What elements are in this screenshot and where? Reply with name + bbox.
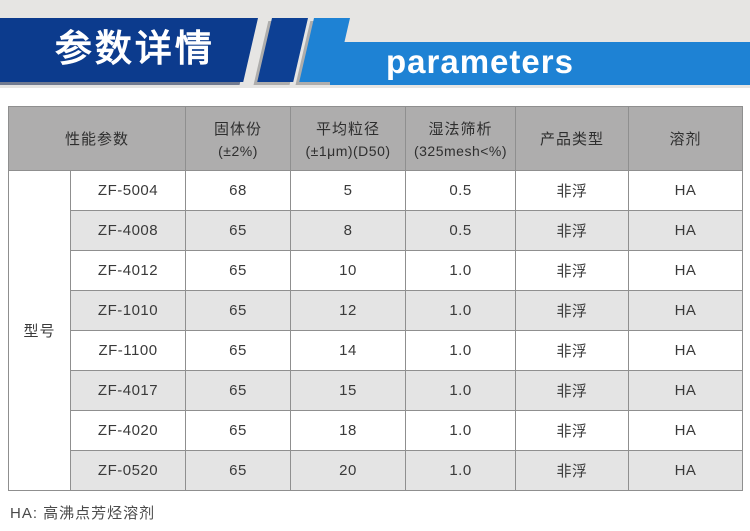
table-row: ZF-4012 65 10 1.0 非浮 HA xyxy=(9,250,744,291)
cell-product-type: 非浮 xyxy=(515,410,630,451)
cell-particle-size: 18 xyxy=(290,410,407,451)
col-header-solvent: 溶剂 xyxy=(628,106,744,171)
cell-solid-content: 65 xyxy=(185,210,292,251)
cell-solid-content: 65 xyxy=(185,290,292,331)
cell-wet-sieve: 1.0 xyxy=(405,410,517,451)
parameters-table: 性能参数 固体份 (±2%) 平均粒径 (±1μm)(D50) 湿法筛析 (32… xyxy=(7,106,744,491)
cell-particle-size: 14 xyxy=(290,330,407,371)
col-header-performance: 性能参数 xyxy=(7,106,187,171)
table-row: ZF-1100 65 14 1.0 非浮 HA xyxy=(9,330,744,371)
col-header-solid-content: 固体份 (±2%) xyxy=(185,106,292,171)
table-row: ZF-4008 65 8 0.5 非浮 HA xyxy=(9,210,744,251)
cell-wet-sieve: 1.0 xyxy=(405,450,517,491)
col-header-particle-size: 平均粒径 (±1μm)(D50) xyxy=(290,106,407,171)
cell-wet-sieve: 1.0 xyxy=(405,250,517,291)
cell-wet-sieve: 0.5 xyxy=(405,210,517,251)
col-header-wet-sieve: 湿法筛析 (325mesh<%) xyxy=(405,106,517,171)
banner-cn: 参数详情 xyxy=(0,18,259,82)
cell-solvent: HA xyxy=(628,250,744,291)
cell-solvent: HA xyxy=(628,330,744,371)
cell-product-type: 非浮 xyxy=(515,330,630,371)
banner-title-en: parameters xyxy=(386,43,574,80)
cell-model: ZF-1100 xyxy=(69,330,187,371)
table-row: ZF-4017 65 15 1.0 非浮 HA xyxy=(9,370,744,411)
cell-solvent: HA xyxy=(628,210,744,251)
cell-product-type: 非浮 xyxy=(515,170,630,211)
cell-model: ZF-4017 xyxy=(69,370,187,411)
header-band: 参数详情 parameters xyxy=(0,0,750,88)
cell-solvent: HA xyxy=(628,290,744,331)
cell-solid-content: 68 xyxy=(185,170,292,211)
cell-solid-content: 65 xyxy=(185,410,292,451)
cell-particle-size: 8 xyxy=(290,210,407,251)
cell-particle-size: 5 xyxy=(290,170,407,211)
cell-wet-sieve: 0.5 xyxy=(405,170,517,211)
cell-wet-sieve: 1.0 xyxy=(405,330,517,371)
col-header-particle-size-line1: 平均粒径 xyxy=(316,121,381,138)
col-header-wet-sieve-line2: (325mesh<%) xyxy=(413,143,508,159)
cell-wet-sieve: 1.0 xyxy=(405,290,517,331)
cell-product-type: 非浮 xyxy=(515,210,630,251)
table-row: ZF-4020 65 18 1.0 非浮 HA xyxy=(9,410,744,451)
cell-model: ZF-4012 xyxy=(69,250,187,291)
cell-model: ZF-4008 xyxy=(69,210,187,251)
cell-particle-size: 10 xyxy=(290,250,407,291)
cell-solid-content: 65 xyxy=(185,250,292,291)
cell-particle-size: 15 xyxy=(290,370,407,411)
table-row: 型号 ZF-5004 68 5 0.5 非浮 HA xyxy=(8,170,744,491)
table-row: ZF-0520 65 20 1.0 非浮 HA xyxy=(9,450,744,491)
col-header-product-type: 产品类型 xyxy=(515,106,630,171)
cell-particle-size: 20 xyxy=(290,450,407,491)
cell-model: ZF-4020 xyxy=(69,410,187,451)
cell-solid-content: 65 xyxy=(185,450,292,491)
cell-particle-size: 12 xyxy=(290,290,407,331)
table-header-row: 性能参数 固体份 (±2%) 平均粒径 (±1μm)(D50) 湿法筛析 (32… xyxy=(7,106,744,171)
cell-solvent: HA xyxy=(628,410,744,451)
cell-model: ZF-5004 xyxy=(69,170,187,211)
table-row: ZF-1010 65 12 1.0 非浮 HA xyxy=(9,290,744,331)
cell-solid-content: 65 xyxy=(185,330,292,371)
banner-en: parameters xyxy=(330,42,750,85)
col-header-solid-content-line1: 固体份 xyxy=(214,121,263,138)
cell-model: ZF-1010 xyxy=(69,290,187,331)
cell-model: ZF-0520 xyxy=(69,450,187,491)
cell-solid-content: 65 xyxy=(185,370,292,411)
col-header-particle-size-line2: (±1μm)(D50) xyxy=(305,143,391,159)
cell-wet-sieve: 1.0 xyxy=(405,370,517,411)
cell-product-type: 非浮 xyxy=(515,450,630,491)
cell-solvent: HA xyxy=(628,450,744,491)
cell-solvent: HA xyxy=(628,170,744,211)
cell-product-type: 非浮 xyxy=(515,370,630,411)
row-group-label: 型号 xyxy=(8,170,71,491)
footnote: HA: 高沸点芳烃溶剂 xyxy=(10,505,156,522)
cell-product-type: 非浮 xyxy=(515,290,630,331)
col-header-wet-sieve-line1: 湿法筛析 xyxy=(428,121,493,138)
col-header-solid-content-line2: (±2%) xyxy=(218,143,258,159)
banner-title-cn: 参数详情 xyxy=(54,28,215,69)
cell-product-type: 非浮 xyxy=(515,250,630,291)
cell-solvent: HA xyxy=(628,370,744,411)
